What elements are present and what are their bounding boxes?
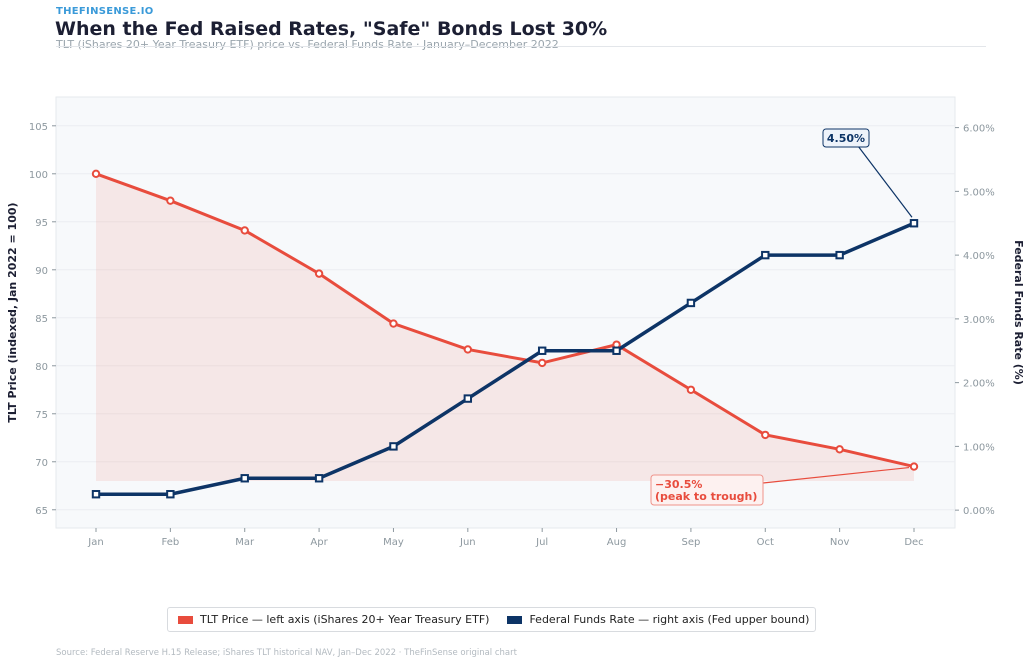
x-tick-label: Nov <box>830 537 850 548</box>
fed-rate-point <box>686 298 696 308</box>
y-right-tick-label: 5.00% <box>963 187 995 198</box>
fed-rate-point <box>240 474 249 483</box>
dual-axis-chart: 65 70 75 80 85 90 95 100 105 0.00% 1.00% 2.00% 3.00%… <box>6 96 1024 548</box>
x-tick-label: Mar <box>235 537 255 548</box>
tlt-point <box>835 445 844 454</box>
y-tick-label: 75 <box>35 410 48 421</box>
chart-title: When the Fed Raised Rates, "Safe" Bonds … <box>55 18 608 40</box>
tlt-line <box>95 172 915 469</box>
legend-label-tlt: TLT Price — left axis (iShares 20+ Year … <box>200 613 490 626</box>
fed-rate-point <box>835 250 844 260</box>
header-divider <box>56 46 986 47</box>
legend-item-fed: Federal Funds Rate — right axis (Fed upp… <box>503 613 809 626</box>
y-tick-label: 70 <box>35 458 48 469</box>
fed-annotation-text: 4.50% <box>827 132 865 145</box>
y-tick-label: 95 <box>35 218 48 229</box>
fed-rate-line <box>96 221 915 496</box>
x-tick-label: Jul <box>535 537 548 548</box>
tlt-point <box>686 385 696 394</box>
tlt-annotation-arrow <box>762 466 910 484</box>
y-tick-label: 90 <box>35 266 48 277</box>
x-tick-label: Oct <box>757 537 774 548</box>
plot-area <box>55 96 956 529</box>
y-axis-label: TLT Price (indexed, Jan 2022 = 100) <box>6 202 19 422</box>
y-right-tick-label: 3.00% <box>963 315 995 326</box>
y-tick-label: 65 <box>35 506 48 517</box>
fed-annotation-arrow <box>857 145 913 218</box>
x-tick-label: Sep <box>681 537 700 548</box>
source-note: Source: Federal Reserve H.15 Release; iS… <box>56 648 517 658</box>
tlt-point <box>389 319 398 328</box>
fed-rate-point <box>463 394 473 403</box>
brand-label: THEFINSENSE.IO <box>56 6 154 17</box>
legend-swatch-tlt <box>178 615 193 624</box>
fed-rate-point <box>91 490 101 499</box>
fed-rate-point <box>537 346 547 355</box>
y-right-tick-label: 0.00% <box>963 506 995 517</box>
legend-label-fed: Federal Funds Rate — right axis (Fed upp… <box>529 613 810 626</box>
fed-rate-point <box>314 474 324 483</box>
fed-rate-point <box>166 490 175 499</box>
y-tick-label: 80 <box>35 362 48 373</box>
x-tick-label: Aug <box>607 537 627 548</box>
tlt-point <box>909 462 919 471</box>
y-tick-label: 100 <box>29 170 48 181</box>
fed-rate-point <box>761 250 770 260</box>
y-right-tick-label: 2.00% <box>963 379 995 390</box>
tlt-point <box>537 358 547 368</box>
x-tick-label: Jan <box>87 537 103 548</box>
x-tick-label: May <box>383 537 404 548</box>
tlt-area-fill <box>96 173 914 481</box>
tlt-annotation-line1: −30.5% <box>655 478 702 491</box>
fed-annotation-box <box>822 128 870 148</box>
tlt-point <box>761 430 770 440</box>
x-tick-label: Dec <box>904 537 923 548</box>
legend-item-tlt: TLT Price — left axis (iShares 20+ Year … <box>174 613 489 626</box>
legend-swatch-fed <box>507 615 523 624</box>
x-tick-label: Jun <box>459 537 476 548</box>
x-tick-label: Feb <box>162 537 180 548</box>
y-right-tick-label: 6.00% <box>963 124 995 135</box>
y-tick-label: 85 <box>35 314 48 325</box>
y-right-axis-label: Federal Funds Rate (%) <box>1012 240 1024 385</box>
tlt-point <box>314 269 324 278</box>
tlt-point <box>240 226 249 235</box>
tlt-annotation-line2: (peak to trough) <box>655 490 757 503</box>
fed-rate-point <box>389 442 398 451</box>
legend: TLT Price — left axis (iShares 20+ Year … <box>167 607 817 632</box>
y-right-tick-label: 1.00% <box>963 442 995 453</box>
tlt-point <box>91 169 101 178</box>
tlt-annotation-box <box>650 474 764 506</box>
y-tick-label: 105 <box>29 122 48 133</box>
y-right-tick-label: 4.00% <box>963 251 995 262</box>
fed-rate-point <box>909 219 919 228</box>
fed-rate-point <box>612 346 621 355</box>
chart-subtitle: TLT (iShares 20+ Year Treasury ETF) pric… <box>56 38 559 51</box>
x-tick-label: Apr <box>310 537 328 548</box>
tlt-point <box>166 196 175 205</box>
tlt-point <box>463 345 473 354</box>
